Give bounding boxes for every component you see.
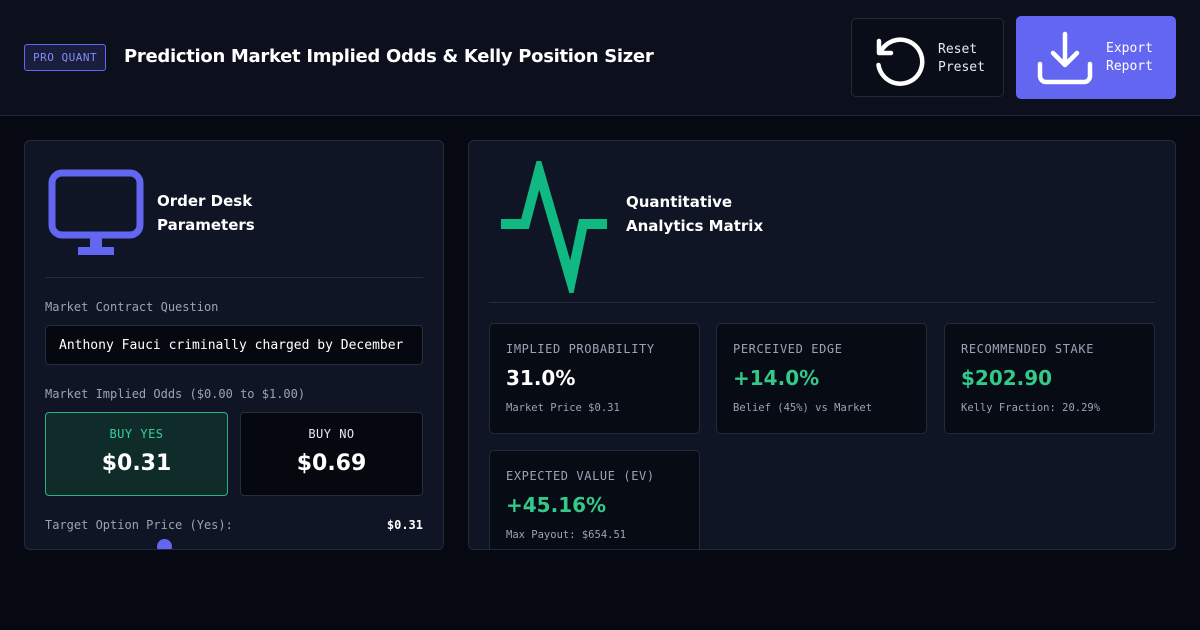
order-desk-panel: Order Desk Parameters Market Contract Qu… (24, 140, 444, 550)
implied-odds-label: Market Implied Odds ($0.00 to $1.00) (45, 387, 306, 401)
metric-subtext: Market Price $0.31 (506, 402, 620, 414)
buy-no-price: $0.69 (296, 451, 367, 476)
target-price-label: Target Option Price (Yes): (45, 518, 233, 532)
pulse-icon (501, 161, 607, 293)
buy-yes-price: $0.31 (101, 451, 172, 476)
metric-title: PERCEIVED EDGE (733, 342, 843, 356)
metric-implied-probability: IMPLIED PROBABILITY 31.0% Market Price $… (489, 323, 700, 434)
target-price-slider-thumb[interactable] (157, 539, 172, 549)
metric-title: IMPLIED PROBABILITY (506, 342, 655, 356)
buy-no-card[interactable]: BUY NO $0.69 (240, 412, 423, 496)
app-header: PRO QUANT Prediction Market Implied Odds… (0, 0, 1200, 116)
pro-quant-badge: PRO QUANT (24, 44, 107, 71)
rotate-ccw-icon (876, 37, 925, 86)
analytics-panel: Quantitative Analytics Matrix IMPLIED PR… (468, 140, 1176, 550)
buy-yes-card[interactable]: BUY YES $0.31 (45, 412, 228, 496)
contract-question-input[interactable] (45, 325, 423, 365)
metric-recommended-stake: RECOMMENDED STAKE $202.90 Kelly Fraction… (944, 323, 1155, 434)
metric-title: EXPECTED VALUE (EV) (506, 469, 655, 483)
download-icon (1037, 31, 1093, 85)
contract-question-label: Market Contract Question (45, 300, 219, 314)
metric-value: +14.0% (733, 366, 820, 390)
target-price-value: $0.31 (386, 518, 423, 532)
metric-value: 31.0% (506, 366, 576, 390)
export-report-button[interactable]: Export Report (1016, 16, 1176, 99)
metric-value: $202.90 (961, 366, 1053, 390)
page-title: Prediction Market Implied Odds & Kelly P… (124, 46, 654, 67)
analytics-divider (489, 302, 1155, 303)
reset-preset-button[interactable]: Reset Preset (851, 18, 1004, 97)
buy-no-label: BUY NO (308, 427, 355, 441)
metric-subtext: Belief (45%) vs Market (733, 402, 873, 414)
metric-perceived-edge: PERCEIVED EDGE +14.0% Belief (45%) vs Ma… (716, 323, 927, 434)
buy-yes-label: BUY YES (109, 427, 164, 441)
reset-preset-label: Reset Preset (938, 42, 985, 75)
metric-subtext: Max Payout: $654.51 (506, 529, 627, 541)
metric-subtext: Kelly Fraction: 20.29% (961, 402, 1101, 414)
metric-title: RECOMMENDED STAKE (961, 342, 1095, 356)
order-desk-title: Order Desk Parameters (157, 192, 255, 234)
metric-value: +45.16% (506, 493, 607, 517)
analytics-title: Quantitative Analytics Matrix (626, 193, 764, 235)
metric-expected-value: EXPECTED VALUE (EV) +45.16% Max Payout: … (489, 450, 700, 549)
export-report-label: Export Report (1106, 41, 1153, 74)
order-desk-divider (45, 277, 423, 278)
monitor-icon (48, 169, 144, 255)
